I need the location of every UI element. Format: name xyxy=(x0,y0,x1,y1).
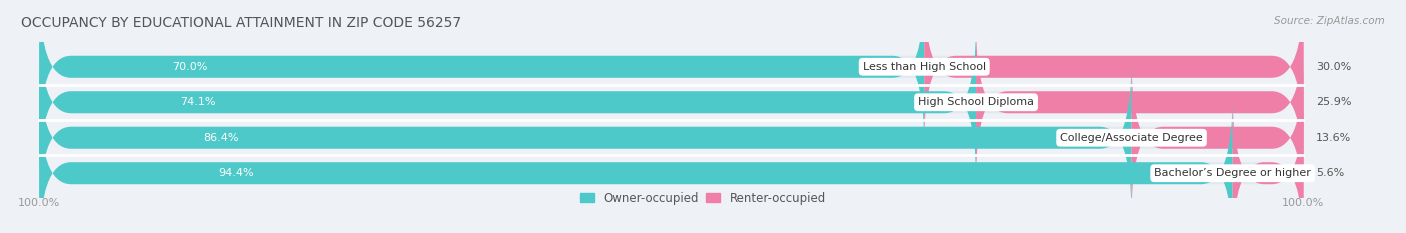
FancyBboxPatch shape xyxy=(1132,60,1303,216)
Text: 100.0%: 100.0% xyxy=(1282,198,1324,208)
Text: OCCUPANCY BY EDUCATIONAL ATTAINMENT IN ZIP CODE 56257: OCCUPANCY BY EDUCATIONAL ATTAINMENT IN Z… xyxy=(21,16,461,30)
FancyBboxPatch shape xyxy=(1233,96,1303,233)
Text: 86.4%: 86.4% xyxy=(204,133,239,143)
Text: College/Associate Degree: College/Associate Degree xyxy=(1060,133,1204,143)
Text: High School Diploma: High School Diploma xyxy=(918,97,1033,107)
Text: Bachelor’s Degree or higher: Bachelor’s Degree or higher xyxy=(1154,168,1312,178)
FancyBboxPatch shape xyxy=(39,96,1233,233)
FancyBboxPatch shape xyxy=(924,0,1303,144)
FancyBboxPatch shape xyxy=(976,24,1303,180)
Text: 70.0%: 70.0% xyxy=(172,62,208,72)
FancyBboxPatch shape xyxy=(39,24,976,180)
Text: 94.4%: 94.4% xyxy=(218,168,254,178)
Legend: Owner-occupied, Renter-occupied: Owner-occupied, Renter-occupied xyxy=(579,192,827,205)
Text: 74.1%: 74.1% xyxy=(180,97,215,107)
Text: 13.6%: 13.6% xyxy=(1316,133,1351,143)
FancyBboxPatch shape xyxy=(39,60,1303,216)
FancyBboxPatch shape xyxy=(39,24,1303,180)
FancyBboxPatch shape xyxy=(39,60,1132,216)
Text: 25.9%: 25.9% xyxy=(1316,97,1351,107)
Text: 5.6%: 5.6% xyxy=(1316,168,1344,178)
Text: Less than High School: Less than High School xyxy=(863,62,986,72)
Text: 30.0%: 30.0% xyxy=(1316,62,1351,72)
FancyBboxPatch shape xyxy=(39,0,1303,144)
Text: 100.0%: 100.0% xyxy=(18,198,60,208)
FancyBboxPatch shape xyxy=(39,96,1303,233)
FancyBboxPatch shape xyxy=(39,0,924,144)
Text: Source: ZipAtlas.com: Source: ZipAtlas.com xyxy=(1274,16,1385,26)
